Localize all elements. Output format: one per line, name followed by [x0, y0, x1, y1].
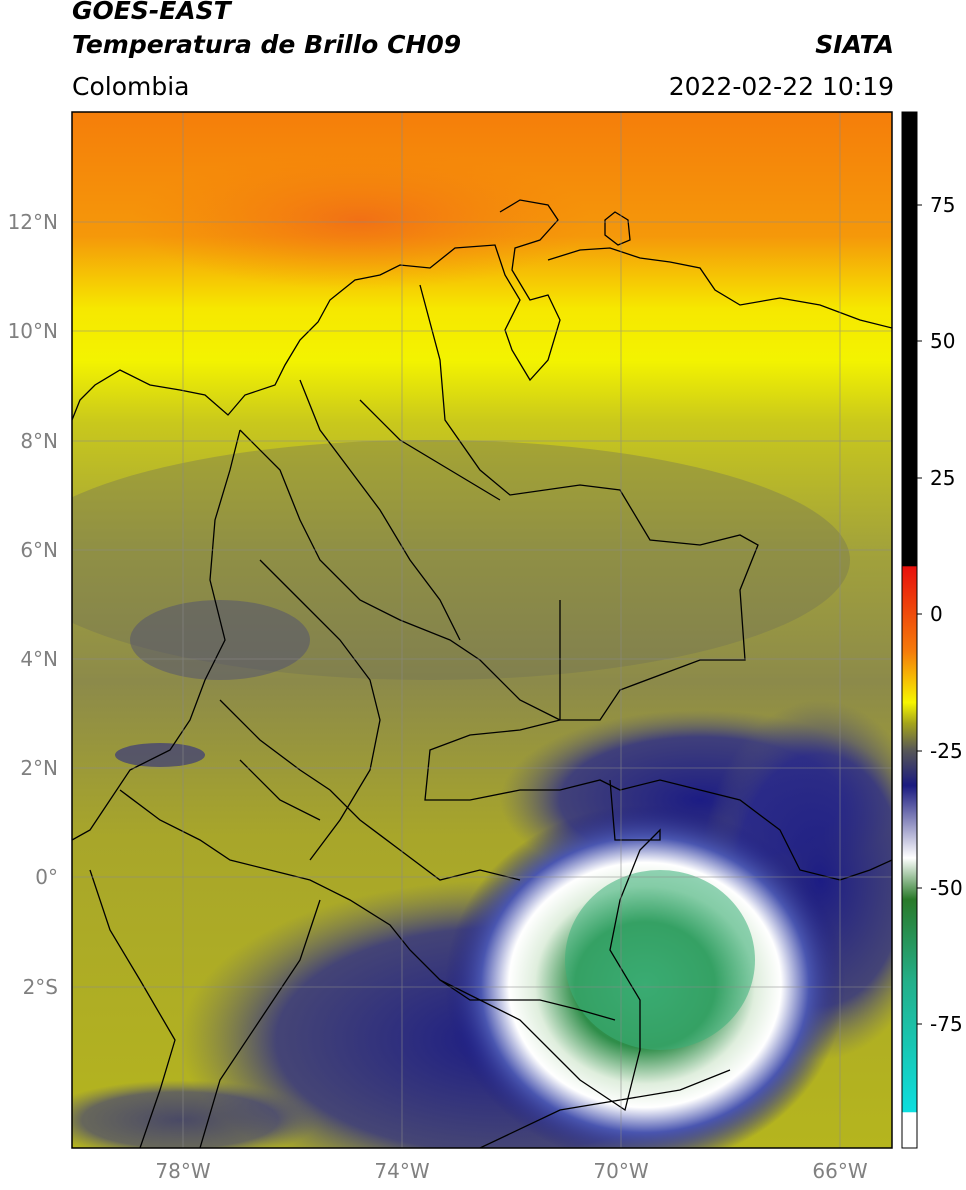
colorbar-ticks: 75 50 25 0 -25 -50 -75 [917, 193, 963, 1036]
map-frame [71, 111, 893, 1149]
lat-label: 2°S [23, 975, 58, 999]
colorbar-tick-label: -50 [930, 876, 963, 900]
colorbar-tick-label: 75 [930, 193, 955, 217]
lon-label: 66°W [812, 1159, 867, 1183]
lat-label: 2°N [20, 756, 58, 780]
lon-label: 74°W [374, 1159, 429, 1183]
lat-label: 6°N [20, 538, 58, 562]
satellite-title: GOES-EAST [72, 0, 231, 25]
lat-labels: 12°N 10°N 8°N 6°N 4°N 2°N 0° 2°S [8, 210, 58, 999]
graticule [72, 112, 892, 1148]
product-title: Temperatura de Brillo CH09 [72, 30, 462, 59]
brand-label: SIATA [815, 30, 894, 59]
colorbar-tick-label: 25 [930, 466, 955, 490]
colorbar-tick-label: 0 [930, 602, 943, 626]
region-label: Colombia [72, 72, 190, 101]
colorbar-tick-label: -25 [930, 739, 963, 763]
coastline-borders [72, 199, 892, 1148]
lon-labels: 78°W 74°W 70°W 66°W [155, 1159, 867, 1183]
colorbar-tick-label: 50 [930, 329, 955, 353]
colorbar-tick-label: -75 [930, 1012, 963, 1036]
lat-label: 10°N [8, 319, 58, 343]
satellite-image [72, 112, 892, 1148]
lon-label: 70°W [593, 1159, 648, 1183]
lat-label: 4°N [20, 647, 58, 671]
colorbar [901, 111, 918, 1149]
lat-label: 12°N [8, 210, 58, 234]
lat-label: 0° [35, 865, 58, 889]
lat-label: 8°N [20, 429, 58, 453]
lon-label: 78°W [155, 1159, 210, 1183]
timestamp-label: 2022-02-22 10:19 [668, 72, 894, 101]
